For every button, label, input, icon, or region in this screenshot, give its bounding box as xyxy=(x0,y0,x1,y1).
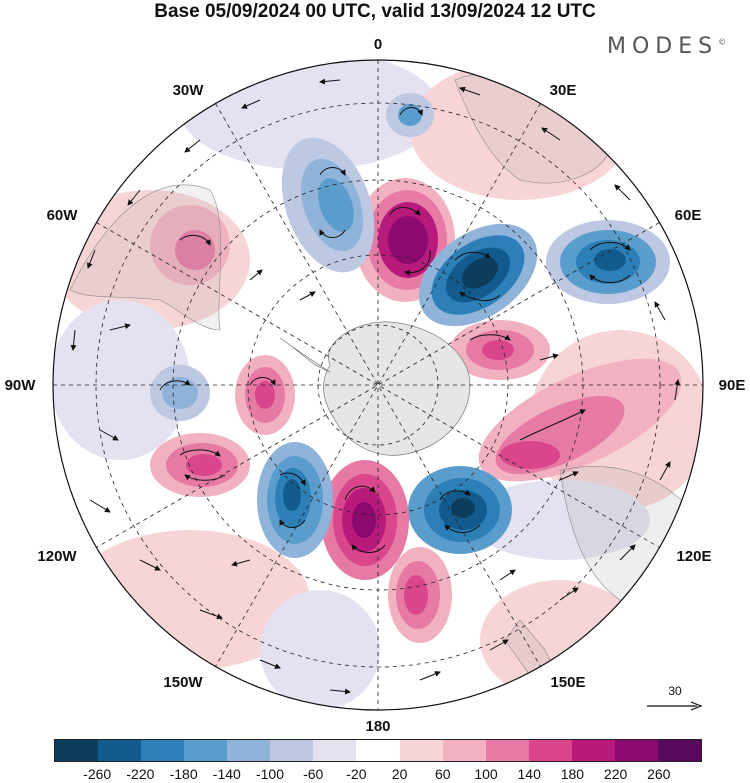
lon-label-150e: 150E xyxy=(550,674,586,691)
lon-label-90e: 90E xyxy=(718,377,746,394)
modes-logo: MODES© xyxy=(607,34,726,59)
south-america-landmass xyxy=(69,184,222,331)
lon-label-150w: 150W xyxy=(163,674,203,691)
colorbar-tick-label: 180 xyxy=(560,766,585,782)
colorbar-cell xyxy=(657,740,701,761)
anomaly-negative-amundsen-sea xyxy=(257,442,333,558)
colorbar-tick-label: 100 xyxy=(474,766,498,782)
colorbar-labels: -260 -220 -180 -140 -100 -60 -20 20 60 100 140 180 2… xyxy=(54,766,702,783)
lon-label-30w: 30W xyxy=(172,82,204,99)
colorbar-tick-label: 220 xyxy=(603,766,628,782)
bg-light-blue-south xyxy=(260,590,380,710)
colorbar-cell xyxy=(442,740,486,761)
antarctic-peninsula xyxy=(279,337,331,373)
wind-reference-arrow xyxy=(647,701,703,711)
colorbar xyxy=(54,739,702,762)
colorbar-cell xyxy=(227,740,271,761)
lon-label-120e: 120E xyxy=(676,548,712,565)
logo-mark: © xyxy=(718,37,727,47)
bg-light-blue-west xyxy=(53,300,190,460)
anomaly-negative-south-atlantic-west xyxy=(281,137,375,273)
colorbar-tick-label: -100 xyxy=(255,766,285,782)
lon-label-60e: 60E xyxy=(674,207,702,224)
lon-label-30e: 30E xyxy=(549,82,577,99)
anomaly-positive-drake-passage xyxy=(235,355,295,435)
colorbar-tick-label: -220 xyxy=(126,766,155,782)
colorbar-cell xyxy=(399,740,443,761)
anomaly-positive-kerguelen xyxy=(450,320,550,380)
anomaly-negative-southwest-atlantic xyxy=(386,93,434,137)
anomaly-negative-east-indian xyxy=(546,220,670,304)
colorbar-cell xyxy=(141,740,185,761)
wind-vectors xyxy=(70,78,681,695)
lon-label-180: 180 xyxy=(365,718,391,735)
anomaly-negative-southern-ocean-south-of-australia xyxy=(408,466,512,554)
colorbar-tick-label: 260 xyxy=(647,766,671,782)
lon-label-60w: 60W xyxy=(46,207,78,224)
colorbar-tick-label: -180 xyxy=(169,766,198,782)
colorbar-cell xyxy=(184,740,228,761)
anomaly-positive-south-of-new-zealand xyxy=(388,547,452,643)
lon-label-0: 0 xyxy=(373,36,383,53)
anomaly-negative-southern-indian xyxy=(418,223,538,327)
colorbar-tick-label: -260 xyxy=(83,766,112,782)
anomaly-positive-south-america xyxy=(150,205,230,285)
colorbar-cell xyxy=(485,740,529,761)
colorbar-tick-label: 20 xyxy=(391,766,408,782)
colorbar-cell xyxy=(55,740,99,761)
logo-text: MODES xyxy=(607,34,719,59)
colorbar-tick-label: 60 xyxy=(435,766,451,782)
lon-label-90w: 90W xyxy=(4,377,36,394)
map-title: Base 05/09/2024 00 UTC, valid 13/09/2024… xyxy=(154,1,596,22)
colorbar-cell xyxy=(270,740,314,761)
colorbar-cell xyxy=(98,740,142,761)
anomaly-positive-ross-sea xyxy=(321,460,409,580)
bg-light-blue-east xyxy=(470,480,650,560)
colorbar-tick-label: -20 xyxy=(346,766,367,782)
colorbar-tick-label: -140 xyxy=(212,766,241,782)
colorbar-cell xyxy=(528,740,572,761)
colorbar-cell xyxy=(571,740,615,761)
lon-label-120w: 120W xyxy=(37,548,77,565)
colorbar-tick-label: 140 xyxy=(517,766,541,782)
colorbar-cell xyxy=(356,740,400,761)
graticule xyxy=(53,60,703,710)
colorbar-cell xyxy=(313,740,357,761)
wind-reference-value: 30 xyxy=(668,684,682,698)
anomaly-negative-southeast-pacific xyxy=(150,365,210,421)
colorbar-tick-label: -60 xyxy=(303,766,324,782)
antarctica-landmass xyxy=(323,321,471,456)
colorbar-cell xyxy=(614,740,658,761)
